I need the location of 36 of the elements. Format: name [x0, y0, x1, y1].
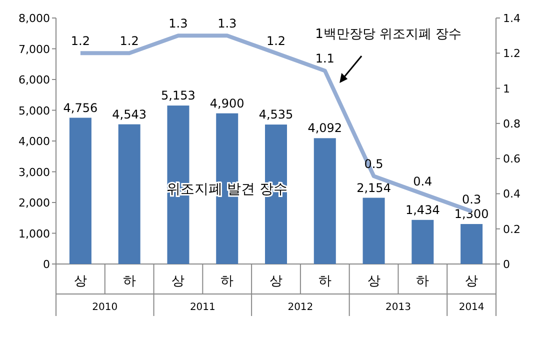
text: 2010	[92, 302, 118, 313]
bar	[412, 220, 434, 264]
text: 2011	[190, 302, 216, 313]
y2-tick-label: 0.2	[503, 222, 520, 236]
x-tick-label: 상	[465, 274, 478, 289]
y-tick-label: 0	[43, 258, 50, 271]
y2-tick-label: 0	[503, 258, 510, 271]
x-tick-label: 하	[220, 274, 234, 289]
y-tick-label: 1,000	[18, 227, 50, 240]
x-tick-label: 하	[318, 274, 332, 289]
x-tick-label: 상	[172, 274, 185, 289]
y-tick-label: 6,000	[18, 74, 50, 86]
y-tick-label: 5,000	[18, 104, 50, 118]
y-tick-label: 7,000	[18, 42, 50, 56]
y-tick-label: 2,000	[18, 196, 50, 210]
x-tick-label: 하	[416, 274, 430, 289]
text: 2014	[458, 302, 484, 313]
y2-tick-label: 1.2	[503, 47, 520, 60]
bar	[362, 198, 385, 264]
y2-tick-label: 0.6	[503, 152, 520, 166]
y2-tick-label: 0.8	[503, 117, 520, 130]
y2-tick-label: 1	[503, 82, 510, 96]
text: 2013	[385, 302, 411, 313]
text: 2012	[288, 302, 314, 313]
data-label: 1.3	[218, 16, 237, 31]
x-tick-label: 하	[122, 274, 136, 289]
x-tick-label: 상	[270, 274, 282, 289]
y2-tick-label: 1.4	[503, 12, 520, 25]
y-tick-label: 4,000	[18, 135, 50, 148]
y2-tick-label: 0.4	[503, 188, 520, 201]
data-label: 1.3	[168, 16, 188, 31]
x-tick-label: 상	[367, 274, 380, 289]
y-tick-label: 8,000	[18, 12, 50, 25]
bar	[460, 224, 483, 264]
x-tick-label: 상	[74, 274, 87, 289]
y-tick-label: 3,000	[18, 166, 50, 179]
